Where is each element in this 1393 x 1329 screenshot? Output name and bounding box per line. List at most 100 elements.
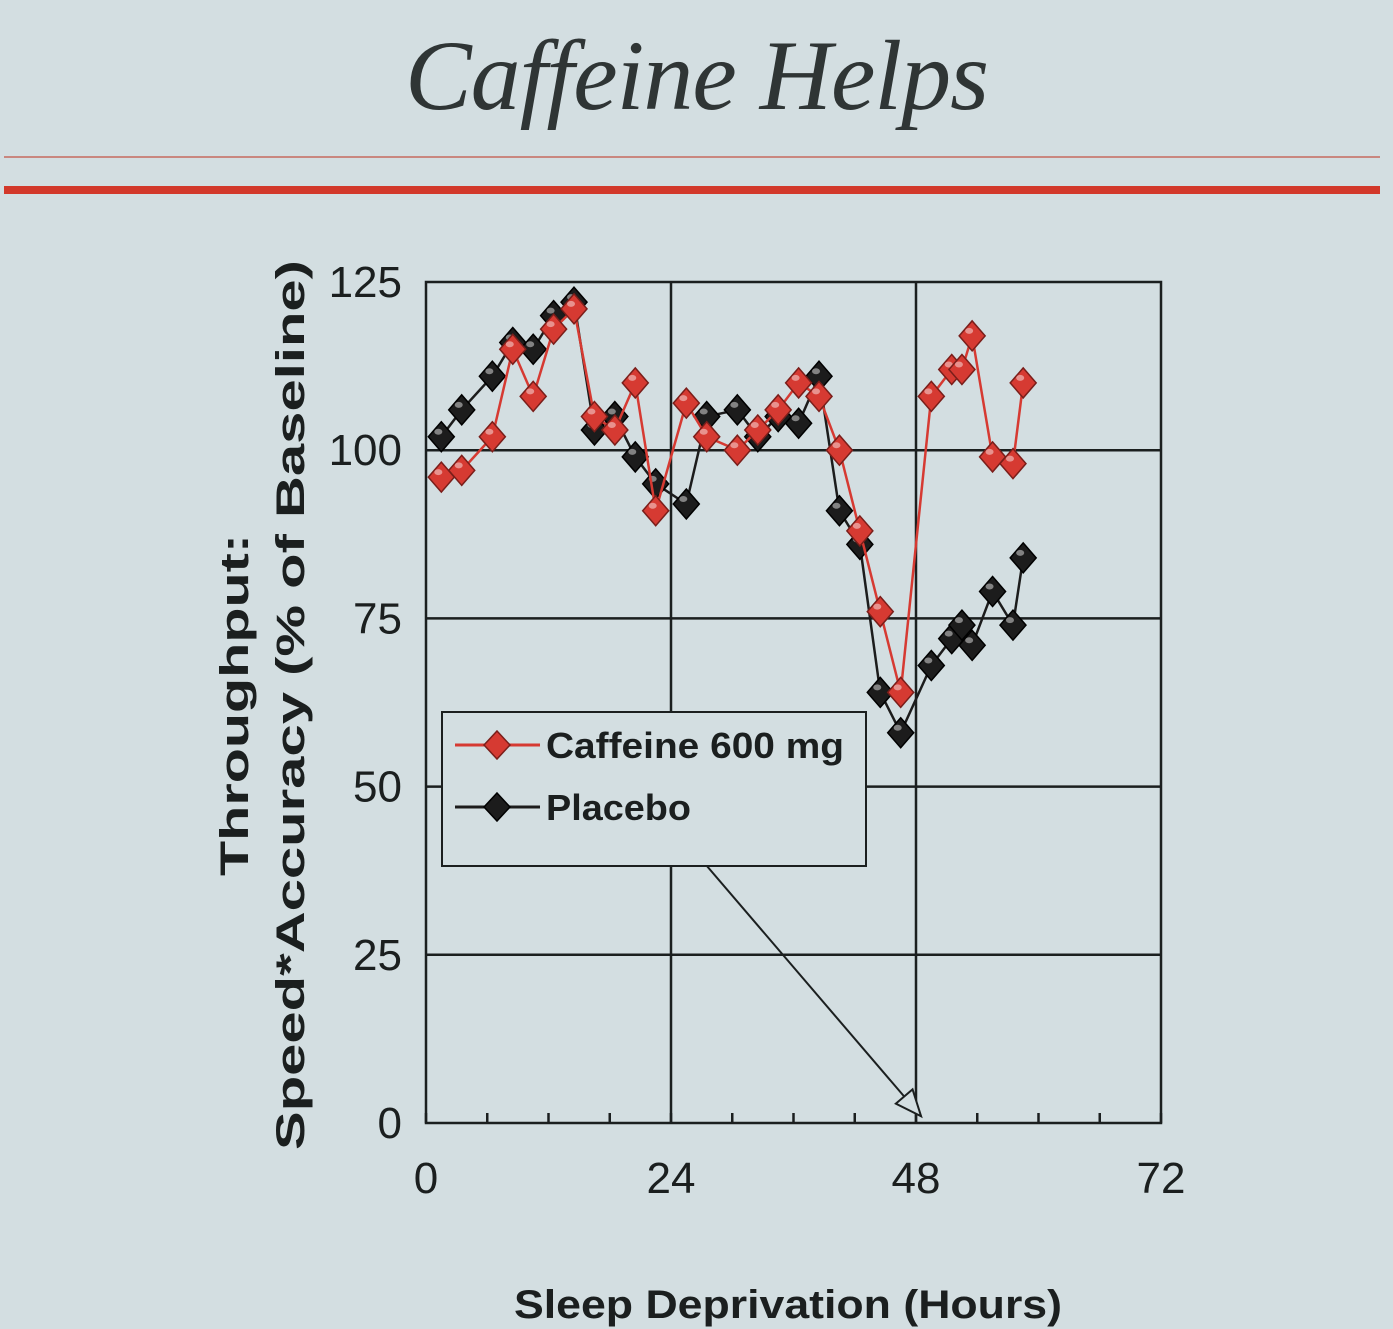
data-point-highlight (607, 408, 616, 415)
data-point-highlight (791, 374, 800, 381)
data-point (978, 440, 1007, 474)
data-point-highlight (771, 401, 780, 408)
data-point-highlight (505, 341, 514, 348)
data-point-highlight (954, 617, 963, 624)
data-point (478, 360, 507, 393)
data-point-highlight (1016, 374, 1025, 381)
data-point (641, 494, 670, 527)
data-point-highlight (791, 415, 800, 422)
data-point-highlight (1016, 549, 1025, 556)
data-point-highlight (924, 657, 933, 664)
data-point-highlight (628, 448, 637, 455)
series-line (440, 306, 1025, 693)
data-point (886, 716, 915, 749)
data-point (539, 312, 568, 346)
y-tick-label: 25 (353, 931, 402, 980)
data-point-highlight (679, 395, 688, 402)
data-point (784, 366, 813, 400)
x-tick-label: 0 (414, 1154, 438, 1203)
data-point-highlight (526, 388, 535, 395)
data-point-highlight (1005, 617, 1014, 624)
data-point (621, 440, 650, 474)
y-tick-label: 75 (353, 594, 402, 643)
data-point-highlight (954, 361, 963, 368)
data-point-highlight (1005, 455, 1014, 462)
data-point (1009, 541, 1038, 574)
data-point (743, 413, 772, 447)
title-divider-thick (4, 186, 1380, 194)
y-tick-label: 50 (353, 763, 402, 812)
legend-label-placebo: Placebo (546, 787, 691, 828)
data-point-highlight (812, 368, 821, 375)
title-divider-thin (4, 156, 1380, 158)
data-point (998, 608, 1027, 642)
data-point (825, 494, 854, 527)
data-point (784, 407, 813, 440)
legend-marker-placebo (482, 791, 512, 823)
data-point-highlight (985, 448, 994, 455)
data-point (600, 413, 629, 447)
data-point-highlight (750, 422, 759, 429)
data-point-highlight (873, 684, 882, 691)
data-point (917, 649, 946, 682)
data-point-highlight (434, 428, 443, 435)
data-point-highlight (924, 388, 933, 395)
data-point-highlight (485, 428, 494, 435)
series-layer (427, 286, 1038, 749)
data-point-highlight (546, 321, 555, 328)
data-point (498, 333, 527, 366)
data-point (947, 353, 976, 386)
data-point-highlight (730, 401, 739, 408)
data-point-highlight (485, 368, 494, 375)
data-point-highlight (454, 462, 463, 469)
series-caffeine (427, 292, 1038, 709)
data-point (947, 608, 976, 642)
x-tick-label: 72 (1137, 1154, 1186, 1203)
data-point (723, 434, 752, 467)
data-point-highlight (832, 442, 841, 449)
data-point (672, 487, 701, 521)
data-point (519, 333, 548, 366)
data-point-highlight (893, 684, 902, 691)
data-point-highlight (607, 422, 616, 429)
data-point-highlight (699, 408, 708, 415)
annotation-layer (695, 853, 923, 1119)
data-point-highlight (944, 361, 953, 368)
data-point-highlight (873, 603, 882, 610)
legend-label-caffeine: Caffeine 600 mg (546, 725, 844, 766)
y-tick-label: 125 (329, 258, 402, 307)
data-point-highlight (546, 307, 555, 314)
data-point (723, 393, 752, 426)
data-point-highlight (944, 630, 953, 637)
data-point (998, 447, 1027, 480)
y-axis-title-line1: Throughput: (213, 534, 257, 876)
data-point-highlight (454, 401, 463, 408)
data-point (478, 420, 507, 453)
data-point-highlight (893, 724, 902, 731)
data-point (845, 514, 874, 548)
data-point (886, 676, 915, 709)
data-point (764, 393, 793, 426)
data-point-highlight (526, 341, 535, 348)
data-point (805, 380, 834, 413)
annotation-arrow-head (894, 1087, 923, 1119)
data-point (1009, 366, 1038, 400)
x-tick-label: 24 (647, 1154, 696, 1203)
data-point (427, 460, 456, 494)
y-tick-label: 0 (378, 1099, 402, 1148)
data-point (958, 319, 987, 352)
data-point (519, 380, 548, 413)
data-point (580, 400, 609, 433)
data-point-highlight (832, 502, 841, 509)
data-point-highlight (567, 300, 576, 307)
data-point (958, 629, 987, 662)
data-point (866, 676, 895, 709)
data-point (978, 575, 1007, 608)
data-point (692, 420, 721, 453)
data-point-highlight (648, 502, 657, 509)
slide-title: Caffeine Helps (404, 20, 989, 131)
data-point (672, 386, 701, 420)
data-point-highlight (985, 583, 994, 590)
data-point (621, 366, 650, 400)
